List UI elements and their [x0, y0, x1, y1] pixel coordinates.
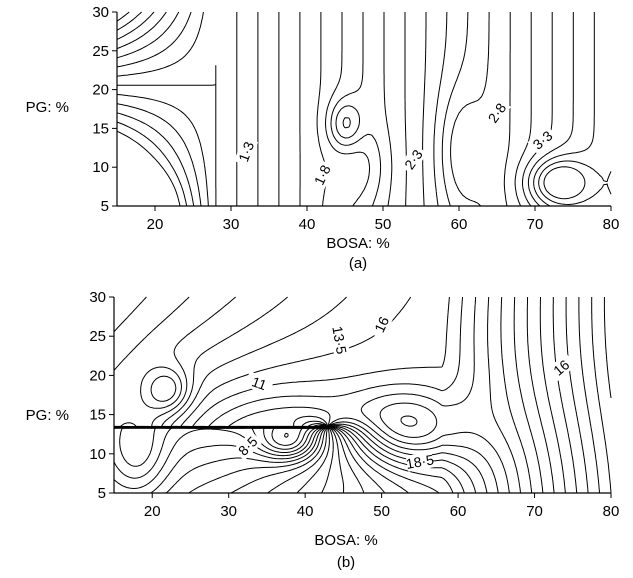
contour-label-bg: [329, 325, 350, 355]
panel-a-axes: [116, 12, 611, 207]
panel-b-x-ticks: 20 30 40 50 60 70 80: [144, 493, 619, 520]
contour-label-bg: [405, 451, 435, 472]
y-tick-label: 30: [92, 4, 109, 21]
y-tick-label: 5: [98, 485, 106, 502]
contour-label-bg: [232, 431, 263, 461]
x-tick-label: 80: [603, 503, 620, 520]
contour-level-label: 13·5: [329, 325, 350, 356]
contour-line-a-22: [527, 12, 574, 207]
contour-line-a-8: [116, 11, 280, 206]
y-tick-label: 15: [89, 407, 106, 424]
x-tick-label: 40: [299, 216, 316, 233]
contour-line-a-25: [543, 166, 586, 200]
contour-label-bg: [244, 371, 275, 396]
contour-line-a-13: [335, 12, 393, 207]
contour-level-label: 1·3: [235, 139, 257, 164]
x-tick-label: 30: [223, 216, 240, 233]
contour-line-a-2: [116, 112, 195, 207]
x-tick-label: 80: [603, 216, 620, 233]
panel-a-x-axis-label: BOSA: %: [326, 235, 389, 252]
contour-label-bg: [368, 309, 395, 340]
y-tick-label: 20: [92, 82, 109, 99]
contour-line-a-15: [422, 12, 427, 207]
contour-level-label: 18·5: [405, 451, 436, 472]
contour-line-a-12: [116, 11, 382, 207]
contour-label-bg: [399, 144, 428, 175]
contour-line-a-9: [116, 11, 301, 206]
y-tick-label: 25: [89, 328, 106, 345]
panel-a-contour-labels: 1·31·82·32·83·3: [234, 97, 558, 191]
panel-a-contour-lines: [116, 11, 612, 207]
x-tick-label: 70: [527, 216, 544, 233]
contour-line-a-19: [503, 12, 511, 207]
contour-line-a-24: [538, 160, 612, 205]
contour-line-b-29: [318, 297, 566, 494]
y-tick-label: 5: [101, 198, 109, 215]
contour-line-b-32: [578, 297, 600, 494]
y-tick-label: 15: [92, 120, 109, 137]
x-tick-label: 30: [220, 503, 237, 520]
contour-line-a-6: [116, 11, 238, 206]
panel-b-contour-lines: [113, 296, 612, 494]
contour-level-label: 1·8: [311, 162, 334, 187]
y-tick-label: 30: [89, 289, 106, 306]
y-tick-label: 25: [92, 43, 109, 60]
contour-line-a-16: [433, 11, 448, 207]
x-tick-label: 60: [451, 216, 468, 233]
y-tick-label: 10: [89, 446, 106, 463]
x-tick-label: 20: [147, 216, 164, 233]
contour-line-a-7: [116, 11, 259, 206]
contour-line-b-23: [208, 296, 499, 494]
contour-line-a-1: [116, 121, 188, 207]
x-tick-label: 50: [373, 503, 390, 520]
contour-line-b-17: [113, 296, 409, 494]
contour-line-a-18: [450, 12, 490, 207]
panel-a-x-ticks: 20 30 40 50 60 70 80: [147, 206, 620, 233]
x-tick-label: 60: [450, 503, 467, 520]
panel-a-label: (a): [349, 255, 367, 272]
contour-line-a-20: [514, 12, 532, 207]
contour-line-a-17: [441, 11, 469, 207]
contour-line-a-23: [533, 12, 595, 207]
y-tick-label: 10: [92, 159, 109, 176]
y-tick-label: 20: [89, 367, 106, 384]
contour-line-b-34: [603, 297, 612, 399]
contour-level-label: 11: [250, 373, 269, 393]
x-tick-label: 70: [526, 503, 543, 520]
contour-label-bg: [482, 97, 512, 129]
contour-line-b-4: [119, 427, 310, 467]
contour-line-a-11: [116, 11, 370, 207]
contour-line-a-5: [117, 65, 217, 206]
panel-b-axes: [113, 297, 611, 494]
panel-b-x-axis-label: BOSA: %: [314, 532, 377, 549]
contour-level-label: 16: [371, 314, 392, 335]
contour-line-b-24: [228, 296, 510, 494]
x-tick-label: 20: [144, 503, 161, 520]
panel-a-y-axis-label: PG: %: [26, 99, 69, 116]
contour-label-bg: [546, 353, 577, 383]
x-tick-label: 50: [375, 216, 392, 233]
contour-line-a-3: [116, 103, 202, 207]
contour-line-a-10: [116, 11, 328, 207]
contour-label-bg: [309, 159, 335, 191]
contour-line-b-33: [591, 297, 612, 493]
contour-line-a-21: [522, 12, 553, 207]
contour-line-a-4: [116, 94, 209, 207]
panel-b-y-ticks: 5 10 15 20 25 30: [89, 289, 114, 502]
panel-b-y-axis-label: PG: %: [26, 407, 69, 424]
x-tick-label: 40: [297, 503, 314, 520]
panel-a-y-ticks: 5 10 15 20 25 30: [92, 4, 117, 215]
panel-b-label: (b): [337, 554, 355, 571]
contour-line-a-14: [342, 12, 407, 207]
contour-line-b-31: [565, 296, 589, 494]
contour-label-bg: [234, 136, 259, 167]
contour-label-bg: [527, 125, 558, 155]
contour-line-a-0: [116, 130, 181, 207]
contour-line-b-2: [284, 432, 289, 438]
